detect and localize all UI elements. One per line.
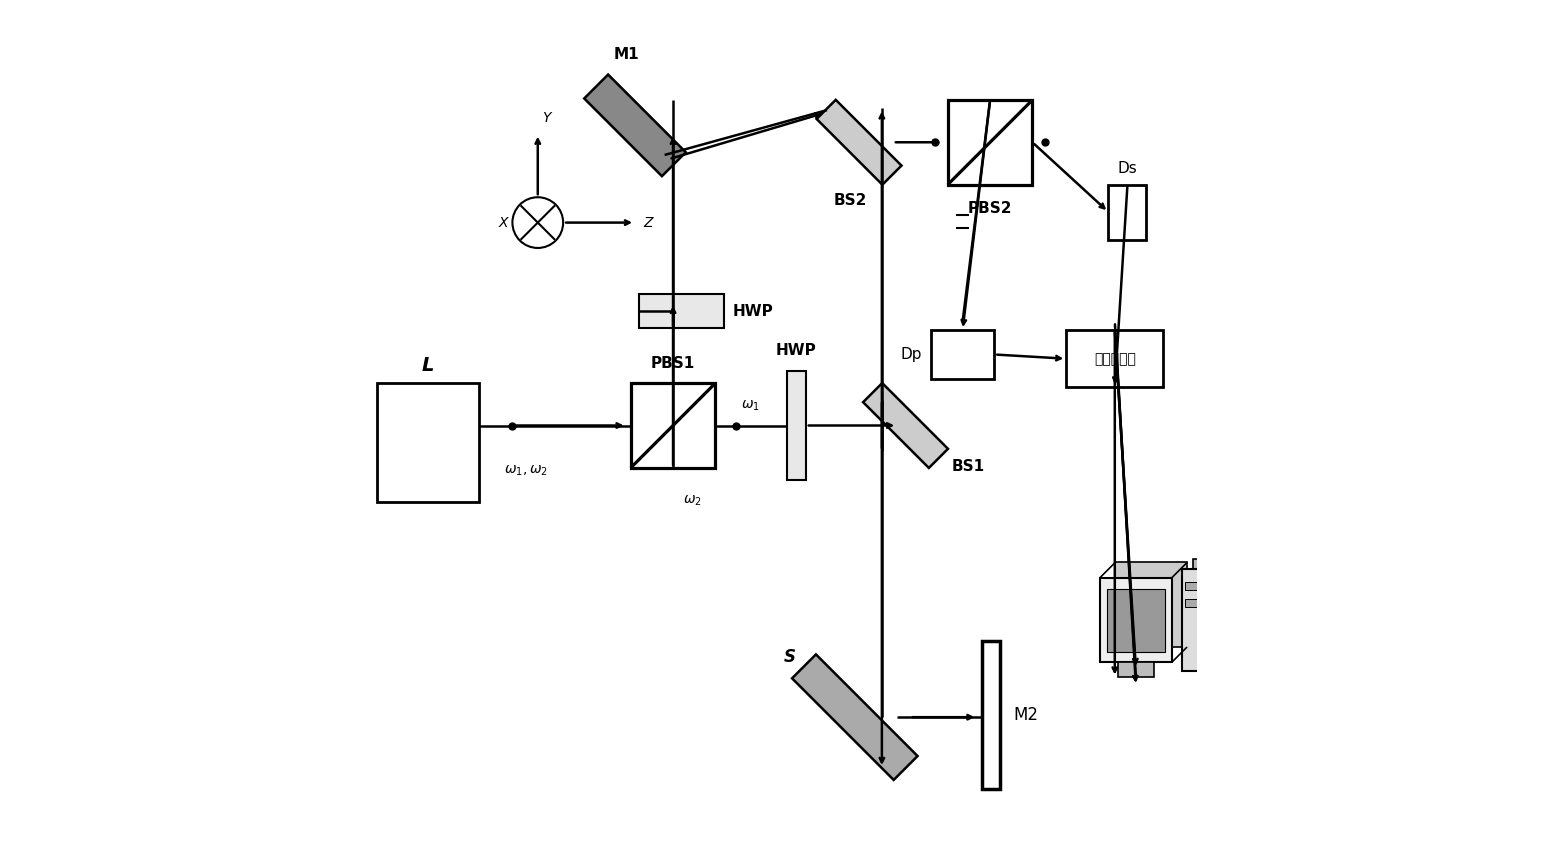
Bar — [931, 330, 994, 379]
Text: Ds: Ds — [1117, 161, 1137, 176]
Text: S: S — [784, 648, 796, 666]
Text: X: X — [499, 215, 508, 230]
Polygon shape — [863, 383, 948, 468]
Polygon shape — [816, 100, 902, 185]
Text: BS2: BS2 — [833, 193, 867, 208]
Bar — [1100, 578, 1173, 662]
Text: HWP: HWP — [733, 304, 773, 319]
Bar — [948, 100, 1032, 185]
Bar — [1182, 569, 1210, 671]
Polygon shape — [584, 75, 686, 176]
Bar — [1115, 563, 1187, 647]
Text: 数据采集器: 数据采集器 — [1094, 351, 1135, 366]
Bar — [1185, 599, 1207, 608]
Text: L: L — [421, 356, 434, 374]
Bar — [640, 294, 723, 328]
Bar — [376, 383, 479, 501]
Text: $\omega_1$: $\omega_1$ — [740, 398, 759, 413]
Bar — [1118, 662, 1154, 677]
Text: $\omega_1,\omega_2$: $\omega_1,\omega_2$ — [503, 464, 548, 478]
Bar — [787, 370, 805, 481]
Text: Z: Z — [643, 215, 654, 230]
Text: Y: Y — [542, 111, 550, 125]
Text: HWP: HWP — [776, 343, 816, 358]
Text: M2: M2 — [1013, 706, 1038, 724]
Text: M1: M1 — [613, 47, 640, 62]
Text: PBS1: PBS1 — [651, 356, 696, 370]
Text: $\omega_2$: $\omega_2$ — [683, 493, 702, 507]
Bar — [1106, 589, 1165, 652]
Bar — [982, 641, 1001, 789]
Text: Dp: Dp — [902, 347, 923, 362]
Text: BS1: BS1 — [953, 460, 985, 474]
Bar — [630, 383, 716, 468]
Bar — [1066, 330, 1163, 387]
Bar — [1185, 582, 1207, 591]
Bar — [1109, 185, 1146, 239]
Text: PBS2: PBS2 — [968, 202, 1013, 216]
Bar — [1193, 558, 1219, 660]
Polygon shape — [792, 654, 917, 780]
